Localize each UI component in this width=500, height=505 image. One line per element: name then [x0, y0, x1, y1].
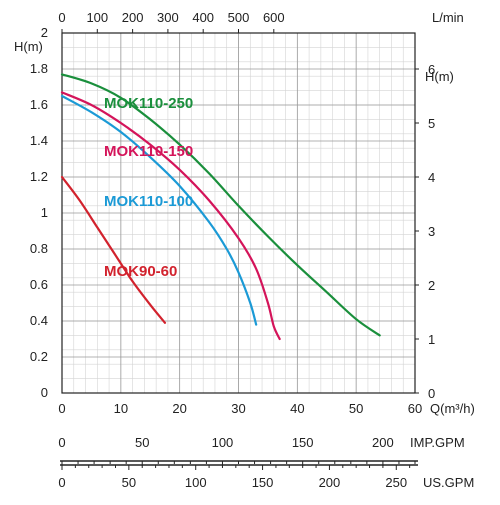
y-tick-label: 1.8 — [30, 61, 48, 76]
y-tick-label: 0.6 — [30, 277, 48, 292]
x-top-tick-label: 300 — [157, 10, 179, 25]
series-line-mok110-150 — [60, 91, 281, 341]
scale-tick-label: 0 — [58, 435, 65, 450]
series-curves — [60, 73, 381, 341]
y-axis-left-label: H(m) — [14, 39, 43, 54]
series-line-mok110-250 — [60, 73, 381, 337]
y-tick-label: 2 — [41, 25, 48, 40]
x-axis-bottom-ticks: 0 10 20 30 40 50 60 — [58, 401, 422, 416]
x-axis-bottom-label: Q(m³/h) — [430, 401, 475, 416]
imp-gpm-label: IMP.GPM — [410, 435, 465, 450]
x-tick-label: 50 — [349, 401, 363, 416]
series-label-mok110-150: MOK110-150 — [104, 143, 193, 160]
x-top-tick-label: 500 — [228, 10, 250, 25]
x-top-tick-label: 100 — [86, 10, 108, 25]
y-right-tick-label: 2 — [428, 278, 435, 293]
y-tick-label: 1.2 — [30, 169, 48, 184]
series-label-mok110-100: MOK110-100 — [104, 193, 193, 210]
x-tick-label: 60 — [408, 401, 422, 416]
y-right-tick-label: 4 — [428, 170, 435, 185]
y-right-tick-label: 5 — [428, 116, 435, 131]
x-tick-label: 20 — [172, 401, 186, 416]
scale-tick-label: 150 — [292, 435, 314, 450]
y-right-tick-label: 3 — [428, 224, 435, 239]
x-top-tick-label: 600 — [263, 10, 285, 25]
x-tick-label: 0 — [58, 401, 65, 416]
scale-tick-label: 100 — [212, 435, 234, 450]
x-tick-label: 40 — [290, 401, 304, 416]
scale-tick-label: 50 — [122, 475, 136, 490]
x-top-tick-label: 0 — [58, 10, 65, 25]
y-axis-right-label: H(m) — [425, 69, 454, 84]
y-tick-label: 0.2 — [30, 349, 48, 364]
scale-tick-label: 100 — [185, 475, 207, 490]
scale-tick-label: 150 — [252, 475, 274, 490]
x-axis-top-ticks: 0 100 200 300 400 500 600 — [58, 10, 285, 33]
y-tick-label: 1.6 — [30, 97, 48, 112]
y-right-tick-label: 0 — [428, 386, 435, 401]
scale-tick-label: 200 — [372, 435, 394, 450]
series-label-mok110-250: MOK110-250 — [104, 95, 193, 112]
us-gpm-scale: 0 50 100 150 200 250 — [58, 464, 418, 490]
series-label-mok90-60: MOK90-60 — [104, 263, 177, 280]
x-tick-label: 30 — [231, 401, 245, 416]
x-tick-label: 10 — [114, 401, 128, 416]
y-right-tick-label: 6 — [428, 62, 435, 77]
imp-gpm-scale: 0 50 100 150 200 — [58, 435, 418, 466]
scale-tick-label: 50 — [135, 435, 149, 450]
y-axis-right-ticks: 0 1 2 3 4 5 6 — [415, 62, 435, 401]
x-top-tick-label: 200 — [122, 10, 144, 25]
y-axis-left-ticks: 0 0.2 0.4 0.6 0.8 1 1.2 1.4 1.6 1.8 2 — [30, 25, 48, 400]
series-line-mok90-60 — [60, 175, 167, 324]
y-tick-label: 0 — [41, 385, 48, 400]
y-tick-label: 1 — [41, 205, 48, 220]
x-top-tick-label: 400 — [192, 10, 214, 25]
scale-tick-label: 200 — [319, 475, 341, 490]
us-gpm-label: US.GPM — [423, 475, 474, 490]
scale-tick-label: 250 — [385, 475, 407, 490]
y-tick-label: 0.4 — [30, 313, 48, 328]
y-tick-label: 1.4 — [30, 133, 48, 148]
grid-major — [61, 32, 416, 394]
scale-tick-label: 0 — [58, 475, 65, 490]
series-line-mok110-100 — [60, 94, 258, 326]
y-tick-label: 0.8 — [30, 241, 48, 256]
y-right-tick-label: 1 — [428, 332, 435, 347]
x-axis-top-label: L/min — [432, 10, 464, 25]
